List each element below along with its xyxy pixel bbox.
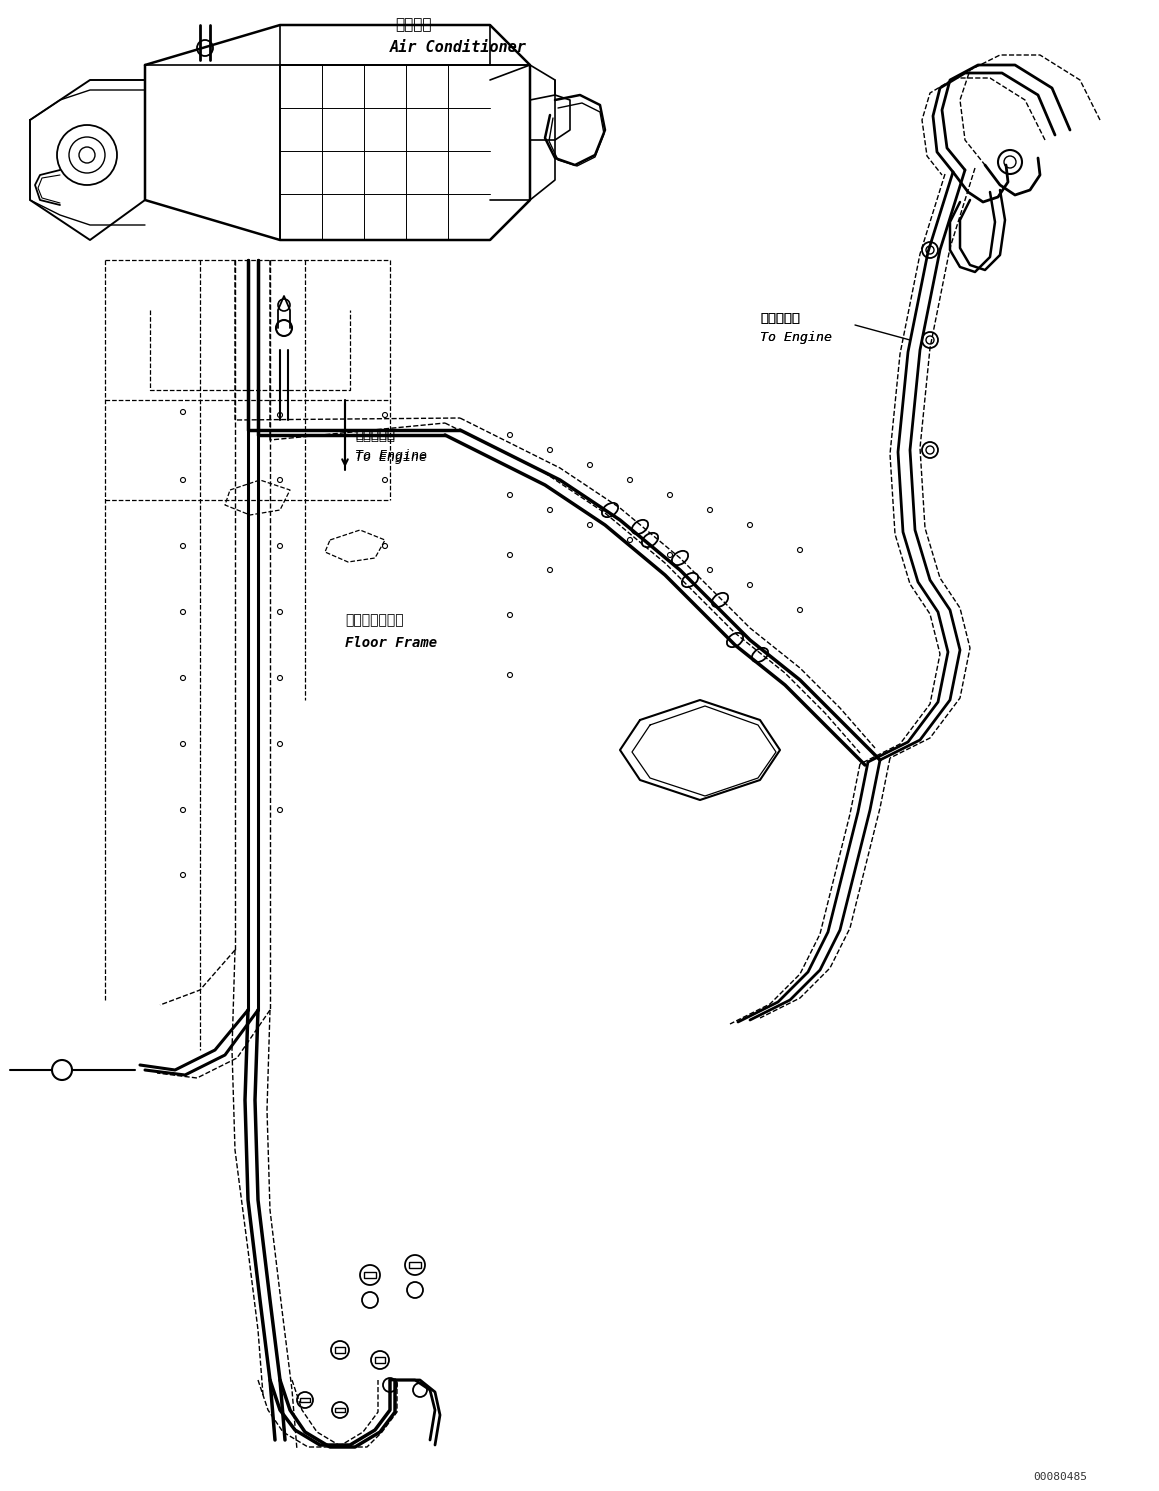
Text: Floor Frame: Floor Frame [345,637,437,650]
Bar [335,1348,345,1352]
Bar [335,1408,344,1412]
Text: エンジンへ: エンジンへ [760,312,800,325]
Bar [364,1272,376,1278]
Text: To Engine: To Engine [355,449,427,462]
Text: Air Conditioner: Air Conditioner [389,40,527,55]
Text: フロアフレーム: フロアフレーム [345,613,403,628]
Bar [409,1261,421,1267]
Text: エアコン: エアコン [395,18,431,33]
Text: エンジンへ: エンジンへ [355,431,395,443]
Text: エンジンへ: エンジンへ [760,312,800,325]
Bar [300,1397,309,1403]
Text: 00080485: 00080485 [1033,1472,1087,1482]
Text: To Engine: To Engine [760,331,832,344]
Text: To Engine: To Engine [760,331,832,344]
Text: エンジンへ: エンジンへ [355,428,395,441]
Bar [374,1357,386,1363]
Text: To Engine: To Engine [355,450,427,464]
